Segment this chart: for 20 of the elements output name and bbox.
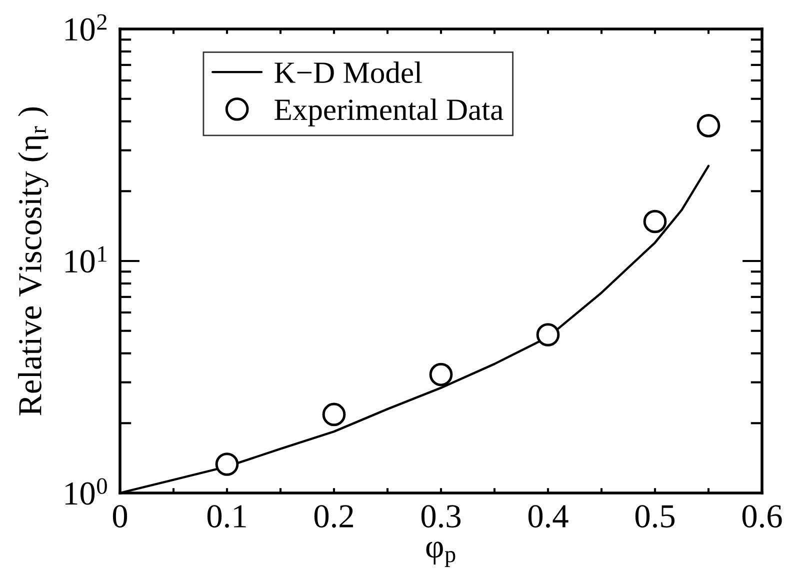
legend-label: K−D Model: [274, 62, 422, 84]
x-tick-label: 0.4: [528, 505, 568, 528]
x-tick-label: 0.1: [207, 505, 246, 528]
point: [322, 402, 346, 426]
x-tick-label: 0.3: [421, 505, 461, 528]
y-tick-label: 10$^{1}$: [65, 246, 106, 273]
y-tick-label: 10$^{0}$: [65, 478, 107, 505]
x-tick-label: 0.6: [742, 505, 782, 528]
point: [643, 210, 667, 234]
point: [696, 114, 720, 138]
point: [429, 362, 453, 386]
x-tick-label: 0.2: [314, 505, 353, 528]
x-axis-title: φ$_{p}$: [426, 542, 456, 567]
point: [215, 452, 239, 476]
y-axis-title: Relative Viscosity (η$_{r}$ ): [18, 107, 48, 416]
point: [536, 323, 560, 346]
x-tick-label: 0: [112, 505, 128, 528]
legend-label: Experimental Data: [274, 98, 504, 126]
y-tick-label: 10$^{2}$: [65, 14, 107, 41]
x-tick-label: 0.5: [635, 505, 675, 528]
